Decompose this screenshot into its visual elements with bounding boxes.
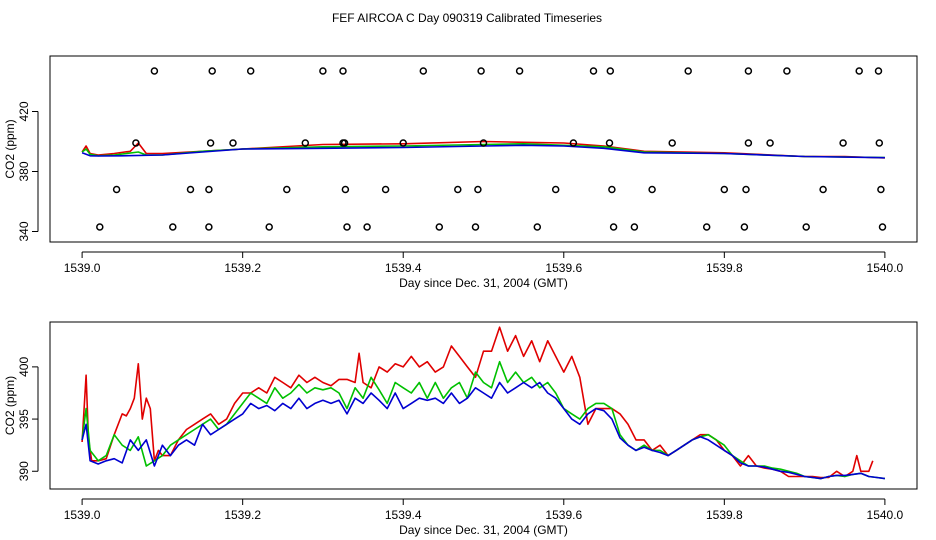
y-tick-label: 390 xyxy=(17,461,31,481)
data-point-circle xyxy=(819,185,827,194)
top-y-axis-label: CO2 (ppm) xyxy=(3,119,17,178)
x-tick-label: 1540.0 xyxy=(867,261,904,275)
data-point-circle xyxy=(783,67,791,75)
data-point-circle xyxy=(648,185,656,194)
y-tick-label: 340 xyxy=(17,221,31,241)
data-point-circle xyxy=(283,185,291,194)
data-point-circle xyxy=(208,67,216,75)
y-tick-label: 400 xyxy=(17,357,31,377)
series-red-line xyxy=(81,326,874,479)
x-tick-label: 1539.2 xyxy=(224,508,261,522)
data-point-circle xyxy=(206,139,215,147)
data-point-circle xyxy=(839,139,847,147)
data-point-circle xyxy=(742,185,750,194)
data-point-circle xyxy=(606,67,615,75)
data-point-circle xyxy=(569,139,578,147)
data-point-circle xyxy=(515,67,524,75)
bottom-panel: 1539.0 1539.2 1539.4 1539.6 1539.8 1540.0 390… xyxy=(3,321,918,537)
data-point-circle xyxy=(802,223,810,231)
top-panel: 1539.0 1539.2 1539.4 1539.6 1539.8 1540.0 340… xyxy=(3,55,918,290)
data-point-circle xyxy=(246,67,255,75)
data-point-circle xyxy=(877,185,885,194)
x-tick-label: 1539.4 xyxy=(385,261,422,275)
y-tick-label: 420 xyxy=(17,101,31,121)
series-blue-line xyxy=(81,381,886,480)
data-point-circle xyxy=(339,67,347,75)
y-tick-label: 395 xyxy=(17,409,31,429)
top-series-lines xyxy=(81,140,885,159)
bottom-series-lines xyxy=(81,326,886,480)
data-point-circle xyxy=(471,223,480,231)
data-point-circle xyxy=(551,185,560,194)
data-point-circle xyxy=(454,185,462,194)
data-point-circle xyxy=(96,223,104,231)
data-point-circle xyxy=(533,223,542,231)
data-point-circle xyxy=(419,67,428,75)
y-tick-label: 380 xyxy=(17,161,31,181)
data-point-circle xyxy=(150,67,159,75)
chart-title: FEF AIRCOA C Day 090319 Calibrated Times… xyxy=(332,11,602,25)
data-point-circle xyxy=(435,223,444,231)
data-point-circle xyxy=(608,185,616,194)
bottom-y-axis-label: CO2 (ppm) xyxy=(3,376,17,435)
x-tick-label: 1539.0 xyxy=(64,508,101,522)
data-point-circle xyxy=(878,223,887,231)
series-blue-line xyxy=(81,144,885,159)
data-point-circle xyxy=(874,67,883,75)
data-point-circle xyxy=(875,139,884,147)
data-point-circle xyxy=(363,223,371,231)
data-point-circle xyxy=(630,223,639,231)
data-point-circle xyxy=(744,139,753,147)
data-point-circle xyxy=(343,223,351,231)
data-point-circle xyxy=(766,139,774,147)
x-tick-label: 1539.2 xyxy=(224,261,261,275)
data-point-circle xyxy=(112,185,121,194)
top-y-axis-ticks: 340 380 420 xyxy=(17,101,39,242)
data-point-circle xyxy=(855,67,863,75)
bottom-x-axis-label: Day since Dec. 31, 2004 (GMT) xyxy=(399,523,568,537)
series-green-line xyxy=(81,360,886,480)
x-tick-label: 1539.4 xyxy=(385,508,422,522)
top-x-axis-ticks: 1539.0 1539.2 1539.4 1539.6 1539.8 1540.0 xyxy=(64,251,904,275)
top-x-axis-label: Day since Dec. 31, 2004 (GMT) xyxy=(399,276,568,290)
data-point-circle xyxy=(205,223,213,231)
data-point-circle xyxy=(169,223,177,231)
data-point-circle xyxy=(265,223,273,231)
data-point-circle xyxy=(720,185,729,194)
x-tick-label: 1539.8 xyxy=(706,261,743,275)
x-tick-label: 1539.8 xyxy=(706,508,743,522)
top-plot-frame xyxy=(49,55,918,243)
data-point-circle xyxy=(702,223,711,231)
data-point-circle xyxy=(319,67,327,75)
data-point-circle xyxy=(474,185,482,194)
data-point-circle xyxy=(477,67,485,75)
x-tick-label: 1539.6 xyxy=(545,261,582,275)
x-tick-label: 1539.6 xyxy=(545,508,582,522)
data-point-circle xyxy=(399,139,407,147)
data-point-circle xyxy=(684,67,692,75)
data-point-circle xyxy=(205,185,213,194)
data-point-circle xyxy=(186,185,195,194)
data-point-circle xyxy=(229,139,237,147)
data-point-circle xyxy=(668,139,676,147)
data-point-circle xyxy=(740,223,749,231)
data-point-circle xyxy=(341,185,350,194)
data-point-circle xyxy=(605,139,614,147)
data-point-circle xyxy=(479,139,488,147)
data-point-circle xyxy=(132,139,140,147)
bottom-y-axis-ticks: 390 395 400 xyxy=(17,357,39,481)
bottom-x-axis-ticks: 1539.0 1539.2 1539.4 1539.6 1539.8 1540.0 xyxy=(64,498,904,522)
data-point-circle xyxy=(609,223,618,231)
data-point-circle xyxy=(589,67,598,75)
data-point-circle xyxy=(381,185,390,194)
x-tick-label: 1539.0 xyxy=(64,261,101,275)
top-circle-markers xyxy=(96,67,887,231)
data-point-circle xyxy=(340,139,349,147)
data-point-circle xyxy=(744,67,753,75)
data-point-circle xyxy=(301,139,310,147)
x-tick-label: 1540.0 xyxy=(867,508,904,522)
bottom-plot-frame xyxy=(49,321,918,490)
